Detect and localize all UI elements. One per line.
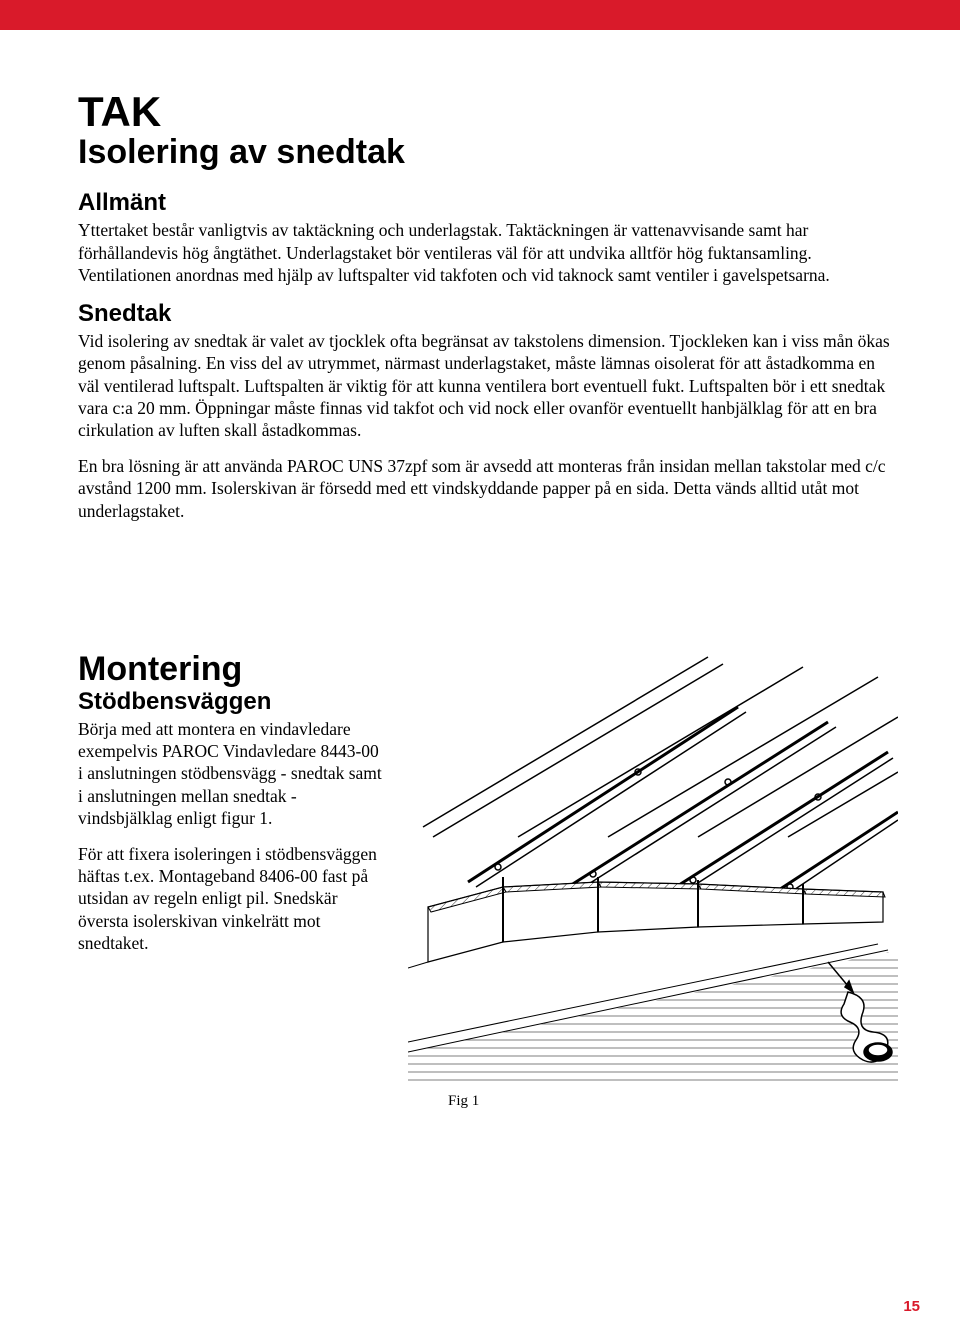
paragraph-montering-1: Börja med att montera en vindavledare ex…: [78, 718, 388, 829]
paragraph-snedtak-1: Vid isolering av snedtak är valet av tjo…: [78, 330, 890, 441]
page-number: 15: [903, 1298, 920, 1315]
subheading-stodbensvaggen: Stödbensväggen: [78, 688, 388, 716]
title-subtitle: Isolering av snedtak: [78, 134, 890, 171]
heading-montering: Montering: [78, 652, 388, 686]
paragraph-montering-2: För att fixera isoleringen i stödbensväg…: [78, 843, 388, 954]
heading-snedtak: Snedtak: [78, 300, 890, 328]
title-tak: TAK: [78, 90, 890, 134]
two-column-layout: Montering Stödbensväggen Börja med att m…: [78, 652, 890, 1110]
heading-allmant: Allmänt: [78, 189, 890, 217]
right-column: Fig 1: [408, 652, 898, 1110]
paragraph-allmant: Yttertaket består vanligtvis av taktäckn…: [78, 219, 890, 286]
roof-illustration: [408, 652, 898, 1082]
figure-label: Fig 1: [408, 1093, 898, 1110]
left-column: Montering Stödbensväggen Börja med att m…: [78, 652, 388, 1110]
paragraph-snedtak-2: En bra lösning är att använda PAROC UNS …: [78, 455, 890, 522]
header-bar: [0, 0, 960, 30]
page-content: TAK Isolering av snedtak Allmänt Ytterta…: [0, 30, 960, 1110]
